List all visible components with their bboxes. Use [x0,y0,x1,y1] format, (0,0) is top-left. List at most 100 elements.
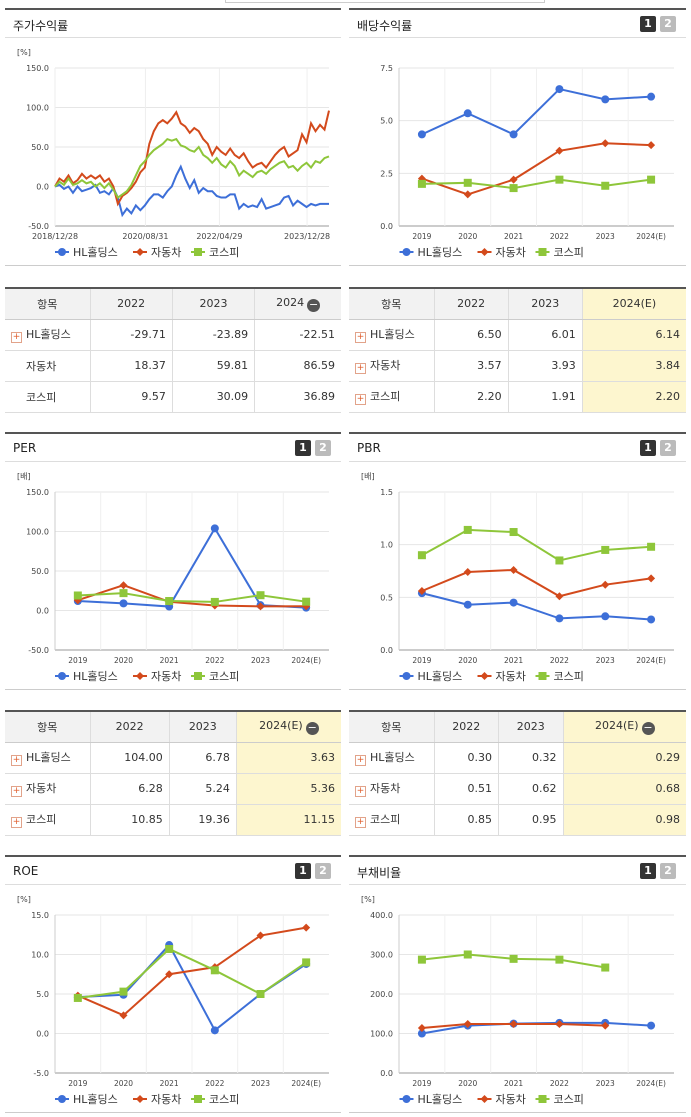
y-tick-label: 150.0 [26,488,49,497]
data-point-hl [647,615,656,624]
page-2-button[interactable]: 2 [660,16,676,32]
legend-label-kospi: 코스피 [209,1093,239,1106]
roe-chart: [%]15.0 10.0 5.0 0.0 -5.0 2019 2020 2021 2022 202… [17,895,329,1106]
table-row: 자동차 18.37 59.81 86.59 [5,350,341,382]
x-tick-label: 2023 [596,232,615,241]
series-line-auto [77,584,307,608]
series-line-hl [54,164,329,218]
data-point-auto [256,602,265,611]
collapse-icon[interactable]: − [305,720,319,735]
data-point-kospi [509,184,518,193]
page-1-button[interactable]: 1 [640,16,656,32]
page-1-button[interactable]: 1 [640,863,656,879]
data-point-kospi [210,597,219,606]
expand-icon[interactable]: + [355,786,366,797]
expand-icon[interactable]: + [355,363,366,374]
col-header: 2022 [90,288,173,320]
table-row: + 코스피 0.85 0.95 0.98 [349,804,686,836]
y-tick-label: 0.0 [380,1069,393,1078]
data-point-kospi [538,672,547,680]
page-2-button[interactable]: 2 [315,863,331,879]
x-tick-label: 2022 [205,1079,224,1088]
data-point-auto [555,146,564,155]
collapse-icon[interactable]: − [307,297,321,312]
expand-icon[interactable]: + [11,786,22,797]
x-tick-label: 2021 [504,1079,523,1088]
page-2-button[interactable]: 2 [660,440,676,456]
data-point-kospi [509,528,518,537]
expand-icon[interactable]: + [11,332,22,343]
data-point-hl [555,85,564,94]
legend-label-kospi: 코스피 [554,246,584,259]
x-tick-label: 2022 [550,1079,569,1088]
data-point-auto [417,587,426,596]
table-row: + 자동차 3.57 3.93 3.84 [349,350,686,382]
x-tick-label: 2019 [412,656,431,665]
page-1-button[interactable]: 1 [295,863,311,879]
y-tick-label: 100.0 [26,104,49,113]
expand-icon[interactable]: + [11,817,22,828]
data-point-kospi [417,955,426,964]
pbr-table: 항목 2022 2023 2024(E) − + HL홀딩스 0.30 0.32 0.29 + 자… [349,710,686,836]
y-unit-label: [%] [17,48,31,57]
table-row: + HL홀딩스 6.50 6.01 6.14 [349,319,686,351]
data-point-kospi [555,955,564,964]
page-1-button[interactable]: 1 [295,440,311,456]
data-point-kospi [463,178,472,187]
y-tick-label: 100.0 [370,1030,393,1039]
series-line-kospi [421,528,652,562]
data-point-hl [402,672,411,680]
y-tick-label: 150.0 [26,64,49,73]
stock-return-panel: 주가수익률 [%] 150.0 100.0 50.0 0.0 -50.0 2018/12/2… [5,8,341,266]
panel-title: 주가수익률 [13,19,69,33]
legend-label-hl: HL홀딩스 [73,246,118,259]
y-tick-label: -5.0 [33,1069,49,1078]
legend-label-hl: HL홀딩스 [73,1093,118,1106]
y-tick-label: 0.5 [380,593,393,602]
expand-icon[interactable]: + [11,755,22,766]
x-tick-label: 2024(E) [636,232,666,241]
data-point-auto [555,1020,564,1029]
data-point-auto [119,581,128,590]
y-tick-label: 300.0 [370,951,393,960]
y-tick-label: 5.0 [380,117,393,126]
y-tick-label: 0.0 [36,607,49,616]
expand-icon[interactable]: + [355,755,366,766]
panel-title: PER [13,441,37,455]
data-point-kospi [417,551,426,560]
data-point-auto [136,1095,144,1103]
x-tick-label: 2018/12/28 [32,232,78,241]
expand-icon[interactable]: + [355,332,366,343]
roe-panel: ROE 1 2 [%] 15.0 10.0 5.0 0.0 -5.0 2019 2020 202… [5,855,341,1113]
expand-icon[interactable]: + [355,394,366,405]
x-tick-label: 2023 [251,656,270,665]
data-point-hl [402,248,411,256]
data-point-kospi [194,248,202,256]
data-point-hl [647,1021,656,1030]
data-point-kospi [165,597,174,606]
series-line-auto [421,142,652,196]
data-point-auto [463,1020,472,1029]
panel-title: PBR [357,441,381,455]
page-1-button[interactable]: 1 [640,440,656,456]
page-2-button[interactable]: 2 [660,863,676,879]
data-point-kospi [555,556,564,565]
data-point-auto [302,923,311,932]
data-point-auto [73,596,82,605]
y-tick-label: 2.5 [380,169,393,178]
table-row: + 코스피 10.85 19.36 11.15 [5,804,341,836]
x-tick-label: 2024(E) [291,1079,321,1088]
x-tick-label: 2020/08/31 [122,232,168,241]
data-point-auto [509,565,518,574]
data-point-kospi [256,591,265,600]
legend-label-auto: 자동차 [151,246,181,259]
data-point-kospi [463,950,472,959]
expand-icon[interactable]: + [355,817,366,828]
page-2-button[interactable]: 2 [315,440,331,456]
y-tick-label: 1.5 [380,488,393,497]
collapse-icon[interactable]: − [641,720,655,735]
data-point-auto [647,141,656,150]
data-point-kospi [302,597,311,606]
table-row: + 코스피 2.20 1.91 2.20 [349,381,686,413]
legend-label-hl: HL홀딩스 [73,670,118,683]
